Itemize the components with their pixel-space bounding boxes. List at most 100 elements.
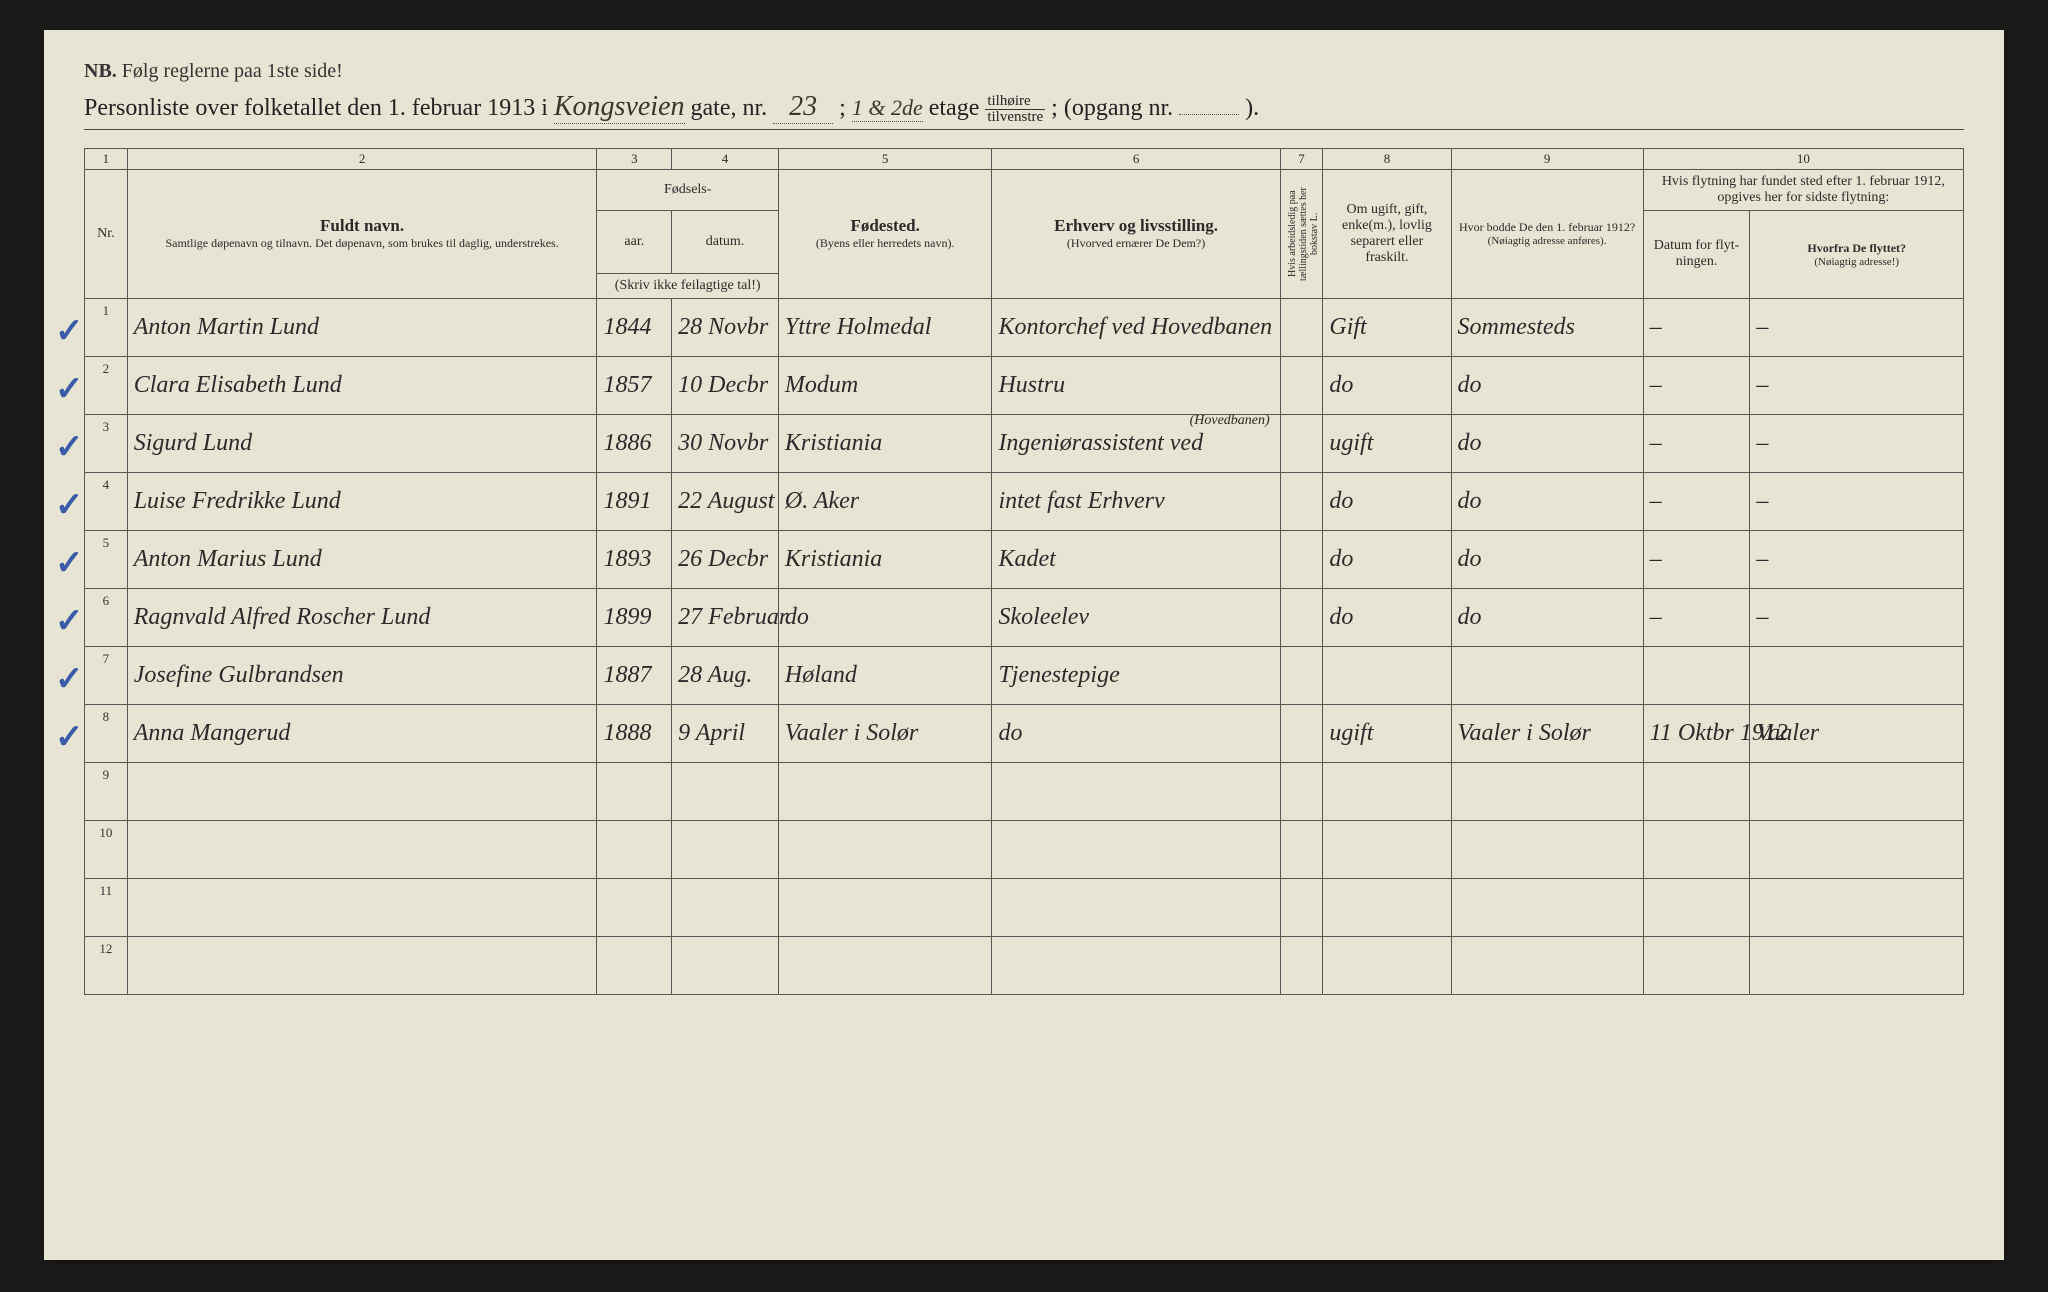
- row-name: [127, 878, 597, 936]
- row-occupation: [992, 878, 1280, 936]
- hdr-flytning: Hvis flytning har fundet sted efter 1. f…: [1643, 169, 1963, 210]
- colnum-8: 8: [1323, 148, 1451, 169]
- closing: ).: [1245, 95, 1259, 121]
- hdr-marital: Om ugift, gift, enke(m.), lovlig separer…: [1323, 169, 1451, 298]
- row-hvis: [1280, 820, 1323, 878]
- table-row: 12: [85, 936, 1964, 994]
- checkmark-icon: ✓: [55, 369, 84, 409]
- row-date: [672, 762, 779, 820]
- row-marital: ugift: [1323, 704, 1451, 762]
- checkmark-icon: ✓: [55, 659, 84, 699]
- row-moved-date: 11 Oktbr 1912: [1643, 704, 1750, 762]
- row-marital: do: [1323, 530, 1451, 588]
- row-birthplace: Ø. Aker: [778, 472, 992, 530]
- row-moved-date: [1643, 820, 1750, 878]
- row-marital: do: [1323, 356, 1451, 414]
- row-moved-date: –: [1643, 356, 1750, 414]
- row-name: Josefine Gulbrandsen: [127, 646, 597, 704]
- row-moved-from: [1750, 646, 1964, 704]
- row-name: [127, 762, 597, 820]
- table-body: 1✓Anton Martin Lund184428 NovbrYttre Hol…: [85, 298, 1964, 994]
- row-birthplace: Yttre Holmedal: [778, 298, 992, 356]
- row-name: Ragnvald Alfred Roscher Lund: [127, 588, 597, 646]
- title-prefix: Personliste over folketallet den 1. febr…: [84, 95, 548, 121]
- row-moved-date: [1643, 762, 1750, 820]
- row-marital: do: [1323, 588, 1451, 646]
- row-occupation: [992, 820, 1280, 878]
- row-moved-from: [1750, 936, 1964, 994]
- row-occupation: Ingeniørassistent ved(Hovedbanen): [992, 414, 1280, 472]
- row-year: 1891: [597, 472, 672, 530]
- row-birthplace: Vaaler i Solør: [778, 704, 992, 762]
- hdr-nr: Nr.: [85, 169, 128, 298]
- row-birthplace: Høland: [778, 646, 992, 704]
- table-row: 8✓Anna Mangerud18889 AprilVaaler i Solør…: [85, 704, 1964, 762]
- row-date: [672, 878, 779, 936]
- row-moved-date: –: [1643, 472, 1750, 530]
- table-row: 6✓Ragnvald Alfred Roscher Lund189927 Feb…: [85, 588, 1964, 646]
- title-line: Personliste over folketallet den 1. febr…: [84, 91, 1964, 130]
- row-hvis: [1280, 530, 1323, 588]
- colnum-9: 9: [1451, 148, 1643, 169]
- row-moved-from: –: [1750, 356, 1964, 414]
- row-occupation: Skoleelev: [992, 588, 1280, 646]
- row-marital: [1323, 936, 1451, 994]
- row-moved-date: –: [1643, 530, 1750, 588]
- table-row: 9: [85, 762, 1964, 820]
- checkmark-icon: ✓: [55, 717, 84, 757]
- census-table: 1 2 3 4 5 6 7 8 9 10 Nr. Fuldt navn. Sam…: [84, 148, 1964, 995]
- row-name: Sigurd Lund: [127, 414, 597, 472]
- hdr-fodsels: Fødsels-: [597, 169, 778, 210]
- nb-prefix: NB.: [84, 60, 117, 82]
- table-row: 5✓Anton Marius Lund189326 DecbrKristiani…: [85, 530, 1964, 588]
- row-moved-date: [1643, 646, 1750, 704]
- colnum-4: 4: [672, 148, 779, 169]
- table-row: 11: [85, 878, 1964, 936]
- row-marital: ugift: [1323, 414, 1451, 472]
- colnum-7: 7: [1280, 148, 1323, 169]
- row-moved-from: [1750, 820, 1964, 878]
- row-birthplace: [778, 878, 992, 936]
- row-nr: 8✓: [85, 704, 128, 762]
- table-row: 1✓Anton Martin Lund184428 NovbrYttre Hol…: [85, 298, 1964, 356]
- row-nr: 4✓: [85, 472, 128, 530]
- table-header: 1 2 3 4 5 6 7 8 9 10 Nr. Fuldt navn. Sam…: [85, 148, 1964, 298]
- row-occupation: Tjenestepige: [992, 646, 1280, 704]
- row-birthplace: do: [778, 588, 992, 646]
- semi: ;: [839, 95, 846, 121]
- colnum-10: 10: [1643, 148, 1963, 169]
- gate-nr: 23: [773, 91, 833, 124]
- row-date: 28 Aug.: [672, 646, 779, 704]
- row-prevaddr: [1451, 820, 1643, 878]
- table-row: 7✓Josefine Gulbrandsen188728 Aug.HølandT…: [85, 646, 1964, 704]
- row-hvis: [1280, 356, 1323, 414]
- row-nr: 11: [85, 878, 128, 936]
- row-moved-date: –: [1643, 298, 1750, 356]
- row-date: 9 April: [672, 704, 779, 762]
- row-name: [127, 936, 597, 994]
- row-prevaddr: do: [1451, 530, 1643, 588]
- row-moved-from: –: [1750, 298, 1964, 356]
- row-marital: do: [1323, 472, 1451, 530]
- hdr-birthplace: Fødested. (Byens eller herredets navn).: [778, 169, 992, 298]
- row-birthplace: [778, 820, 992, 878]
- colnum-3: 3: [597, 148, 672, 169]
- row-prevaddr: do: [1451, 588, 1643, 646]
- row-moved-from: Vaaler: [1750, 704, 1964, 762]
- table-row: 3✓Sigurd Lund188630 NovbrKristianiaIngen…: [85, 414, 1964, 472]
- row-moved-from: –: [1750, 472, 1964, 530]
- row-marital: [1323, 762, 1451, 820]
- hdr-prevaddr: Hvor bodde De den 1. februar 1912? (Nøia…: [1451, 169, 1643, 298]
- etage-handwritten: 1 & 2de: [852, 95, 923, 122]
- occupation-superscript: (Hovedbanen): [1190, 413, 1270, 429]
- row-hvis: [1280, 646, 1323, 704]
- row-moved-from: –: [1750, 530, 1964, 588]
- row-occupation: Kadet: [992, 530, 1280, 588]
- row-year: 1887: [597, 646, 672, 704]
- etage-label: etage: [929, 95, 980, 121]
- census-form-document: NB. Følg reglerne paa 1ste side! Personl…: [44, 30, 2004, 1260]
- row-prevaddr: Vaaler i Solør: [1451, 704, 1643, 762]
- row-prevaddr: do: [1451, 356, 1643, 414]
- row-marital: [1323, 646, 1451, 704]
- row-birthplace: [778, 762, 992, 820]
